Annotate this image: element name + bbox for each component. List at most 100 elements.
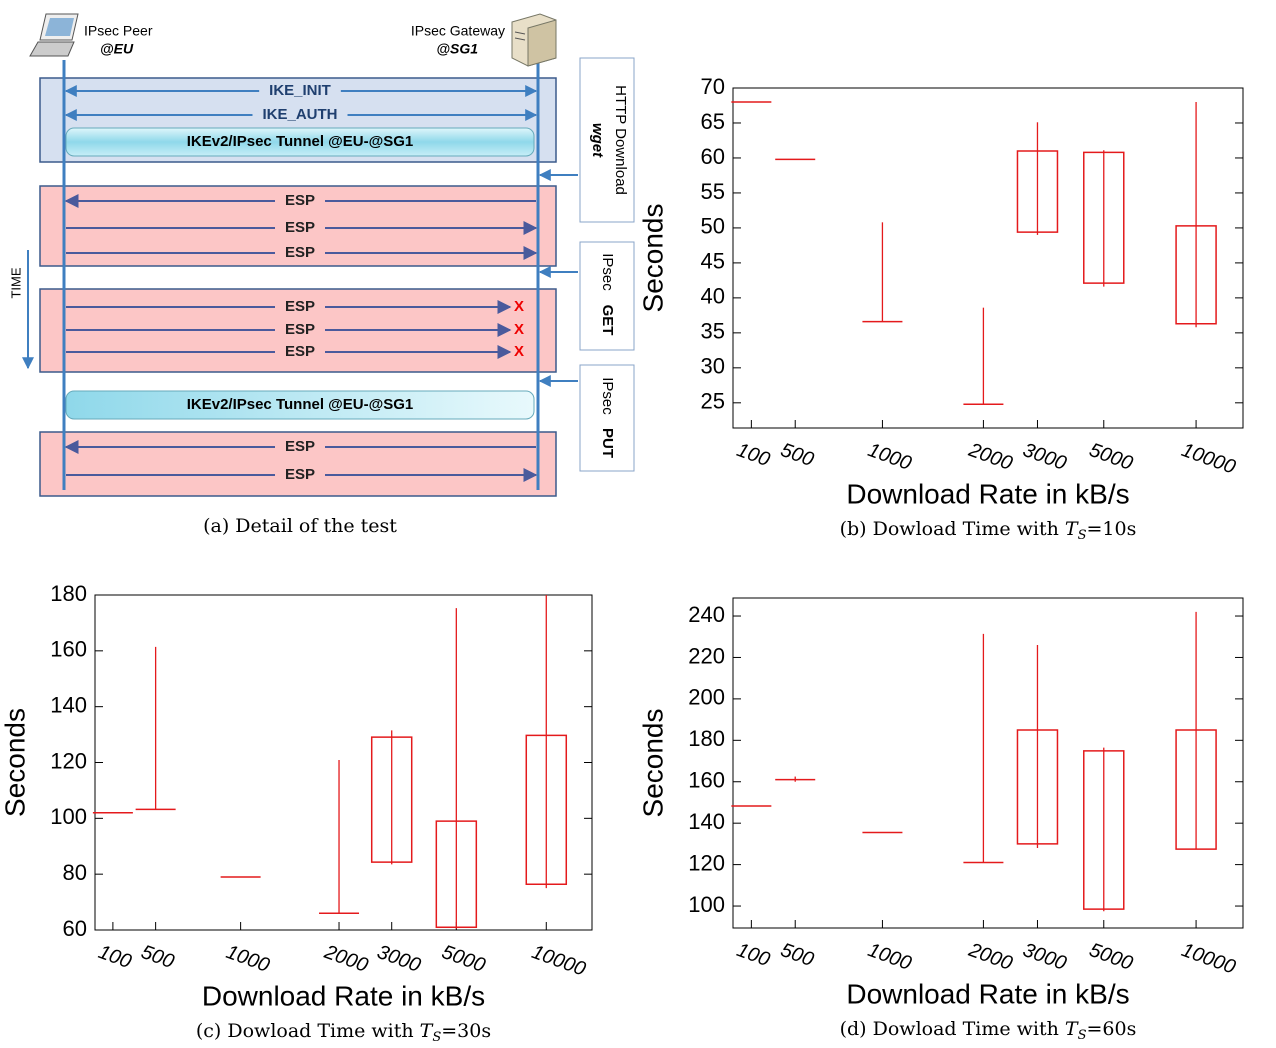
- label-bg: [274, 245, 326, 261]
- x-tick-label: 500: [778, 939, 817, 971]
- box: [435, 820, 478, 928]
- x-tick-label: 500: [138, 941, 177, 973]
- label-bg: [274, 344, 326, 360]
- y-tick-label: 140: [688, 809, 725, 834]
- gateway-address: @SG1: [436, 41, 478, 57]
- box: [525, 734, 568, 885]
- plot-frame: [732, 87, 1244, 429]
- caption: (d) Dowload Time with TS=60s: [840, 1018, 1137, 1043]
- caption-sub: S: [432, 1030, 441, 1045]
- label-bg: [274, 193, 326, 209]
- caption-text: =10s: [1087, 518, 1137, 540]
- y-tick-label: 60: [63, 916, 87, 941]
- drop-mark: X: [514, 298, 524, 315]
- x-tick-label: 3000: [1020, 439, 1069, 475]
- x-tick-label: 10000: [1179, 439, 1239, 479]
- x-axis-title: Download Rate in kB/s: [202, 980, 485, 1011]
- drop-mark: X: [514, 343, 524, 360]
- x-tick-label: 100: [734, 439, 773, 471]
- caption-text: (c) Dowload Time with: [196, 1020, 420, 1042]
- laptop-icon: [29, 13, 79, 57]
- x-tick-label: 1000: [865, 939, 914, 975]
- caption-var: T: [1065, 1018, 1079, 1040]
- x-tick-label: 1000: [223, 941, 272, 977]
- x-tick-label: 10000: [1179, 939, 1239, 979]
- phase-label: IPsec: [599, 377, 616, 415]
- y-tick-label: 35: [701, 319, 725, 344]
- message-label: ESP: [285, 321, 315, 338]
- x-tick-label: 2000: [965, 439, 1015, 475]
- message-label: IKE_AUTH: [262, 106, 337, 123]
- tunnel: [65, 390, 535, 420]
- caption: (b) Dowload Time with TS=10s: [840, 518, 1137, 543]
- message-label: ESP: [285, 192, 315, 209]
- message-label: ESP: [285, 219, 315, 236]
- caption-var: T: [1065, 518, 1079, 540]
- caption: (c) Dowload Time with TS=30s: [196, 1020, 491, 1045]
- y-tick-label: 50: [701, 214, 725, 239]
- y-tick-label: 120: [50, 748, 87, 773]
- box: [1016, 150, 1059, 233]
- y-tick-label: 65: [701, 109, 725, 134]
- caption-sub: S: [1078, 528, 1087, 543]
- phase-label: IPsec: [599, 253, 616, 291]
- box: [1175, 225, 1217, 325]
- y-tick-label: 80: [63, 860, 87, 885]
- y-tick-label: 220: [688, 643, 725, 668]
- box: [1083, 750, 1125, 910]
- y-axis-title: Seconds: [0, 708, 30, 817]
- label-bg: [259, 83, 341, 99]
- caption: (a) Detail of the test: [203, 515, 397, 537]
- plot-frame: [732, 597, 1244, 929]
- y-axis-title: Seconds: [637, 709, 668, 818]
- phase-label: wget: [589, 123, 606, 158]
- caption-text: (d) Dowload Time with: [840, 1018, 1065, 1040]
- y-tick-label: 30: [701, 354, 725, 379]
- y-tick-label: 60: [701, 144, 725, 169]
- y-tick-label: 140: [50, 692, 87, 717]
- caption-text: =60s: [1087, 1018, 1137, 1040]
- label-bg: [252, 107, 348, 123]
- phase-box: [579, 241, 635, 351]
- y-tick-label: 100: [688, 892, 725, 917]
- x-axis-title: Download Rate in kB/s: [846, 478, 1129, 509]
- phase-box: [579, 57, 635, 223]
- y-tick-label: 70: [701, 74, 725, 99]
- message-label: ESP: [285, 343, 315, 360]
- phase-label: GET: [599, 305, 616, 336]
- phase-box: [579, 364, 635, 472]
- y-tick-label: 40: [701, 284, 725, 309]
- x-tick-label: 5000: [1086, 439, 1135, 475]
- box: [1083, 151, 1125, 284]
- y-tick-label: 240: [688, 602, 725, 627]
- drop-mark: X: [514, 321, 524, 338]
- y-tick-label: 200: [688, 685, 725, 710]
- label-bg: [274, 467, 326, 483]
- box: [1016, 729, 1059, 845]
- message-label: IKE_INIT: [269, 82, 331, 99]
- phase-label: PUT: [599, 428, 616, 458]
- gateway-name: IPsec Gateway: [411, 23, 505, 39]
- caption-text: (b) Dowload Time with: [840, 518, 1065, 540]
- y-tick-label: 45: [701, 249, 725, 274]
- x-tick-label: 500: [778, 439, 817, 471]
- x-tick-label: 5000: [439, 941, 488, 977]
- y-tick-label: 100: [50, 804, 87, 829]
- y-tick-label: 180: [50, 581, 87, 606]
- tunnel: [65, 127, 535, 157]
- y-tick-label: 160: [50, 637, 87, 662]
- peer-address: @EU: [100, 41, 134, 57]
- time-label: TIME: [8, 267, 23, 298]
- y-axis-title: Seconds: [637, 204, 668, 313]
- message-label: ESP: [285, 298, 315, 315]
- peer-name: IPsec Peer: [84, 23, 153, 39]
- x-tick-label: 2000: [321, 941, 371, 977]
- phase-label: HTTP Download: [612, 85, 629, 195]
- y-tick-label: 180: [688, 726, 725, 751]
- x-tick-label: 3000: [374, 941, 423, 977]
- plot-frame: [94, 594, 593, 931]
- label-bg: [274, 299, 326, 315]
- box: [370, 736, 413, 863]
